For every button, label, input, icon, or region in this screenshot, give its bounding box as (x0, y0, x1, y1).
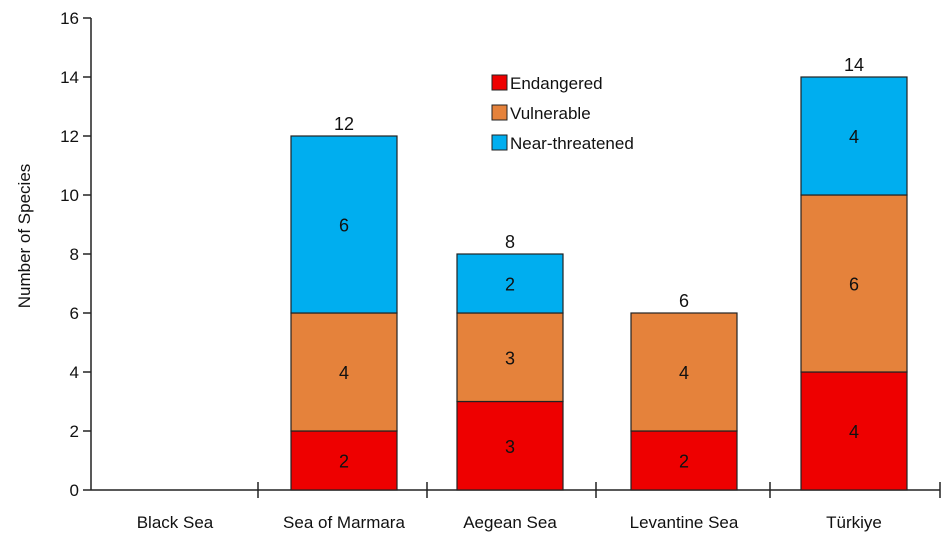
legend-swatch (491, 134, 508, 151)
y-tick-label: 10 (60, 186, 79, 205)
y-tick-label: 4 (70, 363, 79, 382)
bar-segment (456, 312, 564, 403)
legend: Endangered Vulnerable Near-threatened (491, 74, 634, 153)
y-tick-label: 8 (70, 245, 79, 264)
legend-swatch (491, 74, 508, 91)
segment-value-label: 2 (679, 452, 689, 472)
bar-segment (630, 430, 738, 491)
y-tick-label: 6 (70, 304, 79, 323)
bar-segment (800, 194, 908, 373)
legend-swatch (491, 104, 508, 121)
bar-total-label: 6 (679, 291, 689, 311)
legend-label: Vulnerable (510, 104, 591, 123)
legend-label: Endangered (510, 74, 603, 93)
bars: 2 4 6 12 3 3 2 8 2 4 6 4 6 4 14 (290, 55, 908, 491)
x-tick-label: Aegean Sea (463, 513, 557, 532)
bar-segment (456, 253, 564, 314)
segment-value-label: 6 (339, 216, 349, 236)
x-tick-label: Sea of Marmara (283, 513, 405, 532)
y-tick-label: 12 (60, 127, 79, 146)
segment-value-label: 6 (849, 275, 859, 295)
segment-value-label: 4 (849, 127, 859, 147)
bar-segment (456, 400, 564, 491)
y-tick-label: 16 (60, 9, 79, 28)
segment-value-label: 3 (505, 437, 515, 457)
y-tick-label: 0 (70, 481, 79, 500)
bar-segment (630, 312, 738, 432)
y-axis-title: Number of Species (15, 164, 34, 309)
segment-value-label: 4 (679, 363, 689, 383)
segment-value-label: 3 (505, 348, 515, 368)
legend-label: Near-threatened (510, 134, 634, 153)
axes: 0 2 4 6 8 10 12 14 16 Black Sea Sea of Marmara Aege… (60, 9, 941, 532)
bar-total-label: 12 (334, 114, 354, 134)
segment-value-label: 4 (849, 422, 859, 442)
bar-segment (800, 76, 908, 196)
bar-segment (290, 135, 398, 314)
x-tick-label: Levantine Sea (630, 513, 739, 532)
y-tick-label: 2 (70, 422, 79, 441)
bar-total-label: 8 (505, 232, 515, 252)
x-tick-label: Black Sea (137, 513, 214, 532)
segment-value-label: 2 (339, 452, 349, 472)
segment-value-label: 2 (505, 275, 515, 295)
bar-segment (290, 312, 398, 432)
x-tick-label: Türkiye (826, 513, 882, 532)
bar-total-label: 14 (844, 55, 864, 75)
y-tick-label: 14 (60, 68, 79, 87)
segment-value-label: 4 (339, 363, 349, 383)
